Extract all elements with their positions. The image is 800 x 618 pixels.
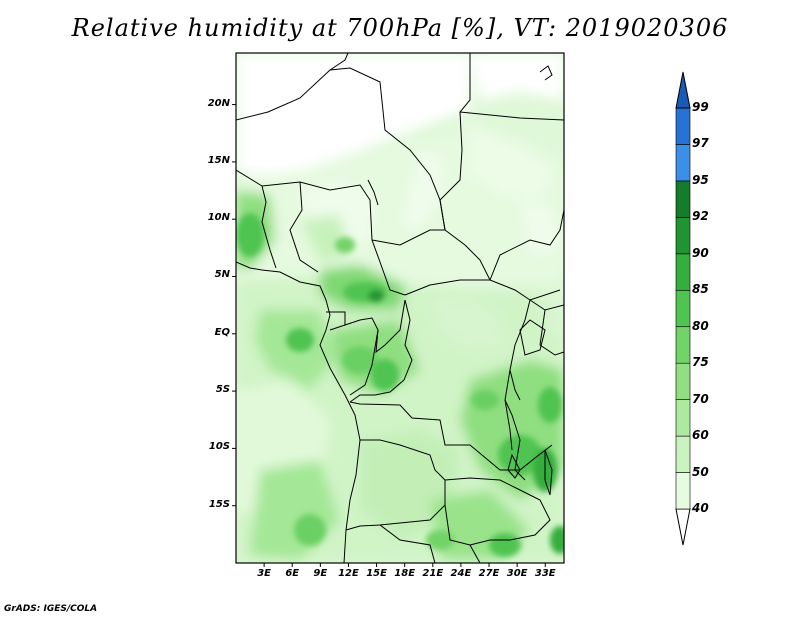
lon-tick-label: 15E: [366, 568, 387, 579]
colorbar-upper-extension: [675, 71, 691, 109]
lat-tick-label: 5N: [214, 269, 230, 281]
lat-tick-label: 15N: [207, 154, 230, 166]
colorbar-swatch: [675, 362, 691, 400]
country-borders: [236, 53, 564, 563]
lon-tick-label: 12E: [338, 568, 359, 579]
colorbar-swatch: [675, 435, 691, 473]
colorbar-swatch: [675, 399, 691, 437]
colorbar: [675, 71, 691, 546]
lon-tick-label: 33E: [534, 568, 556, 579]
colorbar-level-label: 60: [692, 428, 709, 443]
colorbar-level-label: 90: [692, 245, 709, 260]
colorbar-swatch: [675, 144, 691, 182]
colorbar-level-label: 50: [692, 464, 709, 479]
map-title: Relative humidity at 700hPa [%], VT: 201…: [71, 14, 729, 42]
colorbar-level-label: 97: [692, 136, 709, 151]
credit-text: GrADS: IGES/COLA: [4, 604, 98, 614]
axis-ticks: [232, 104, 546, 567]
plot-frame: [235, 52, 565, 564]
colorbar-level-label: 70: [692, 391, 709, 406]
lon-tick-label: 6E: [285, 568, 300, 579]
lat-tick-label: 10S: [208, 441, 230, 453]
colorbar-lower-extension: [675, 508, 691, 546]
colorbar-level-label: 80: [692, 318, 709, 333]
colorbar-level-label: 85: [692, 282, 709, 297]
colorbar-swatch: [675, 326, 691, 364]
colorbar-level-label: 92: [692, 209, 709, 224]
colorbar-swatch: [675, 289, 691, 328]
colorbar-level-label: 75: [692, 355, 709, 370]
colorbar-swatch: [675, 180, 691, 218]
lon-tick-label: 21E: [422, 568, 444, 579]
lon-tick-label: 18E: [394, 568, 416, 579]
colorbar-level-label: 95: [692, 172, 709, 187]
lat-tick-label: 10N: [207, 212, 230, 224]
humidity-field: [236, 53, 564, 563]
lat-tick-label: 20N: [207, 97, 230, 109]
lon-tick-label: 24E: [450, 568, 472, 579]
colorbar-level-label: 99: [692, 100, 709, 114]
lat-tick-label: 15S: [208, 498, 230, 510]
lat-tick-label: 5S: [215, 384, 230, 396]
colorbar-swatch: [675, 107, 691, 145]
colorbar-swatch: [675, 253, 691, 291]
colorbar-swatch: [675, 472, 691, 510]
lon-tick-label: 27E: [478, 568, 500, 579]
lon-tick-label: 9E: [313, 568, 328, 579]
lon-tick-label: 30E: [506, 568, 528, 579]
colorbar-swatch: [675, 217, 691, 255]
lon-tick-label: 3E: [257, 568, 271, 579]
lat-tick-label: EQ: [214, 326, 230, 338]
colorbar-level-label: 40: [692, 501, 709, 515]
